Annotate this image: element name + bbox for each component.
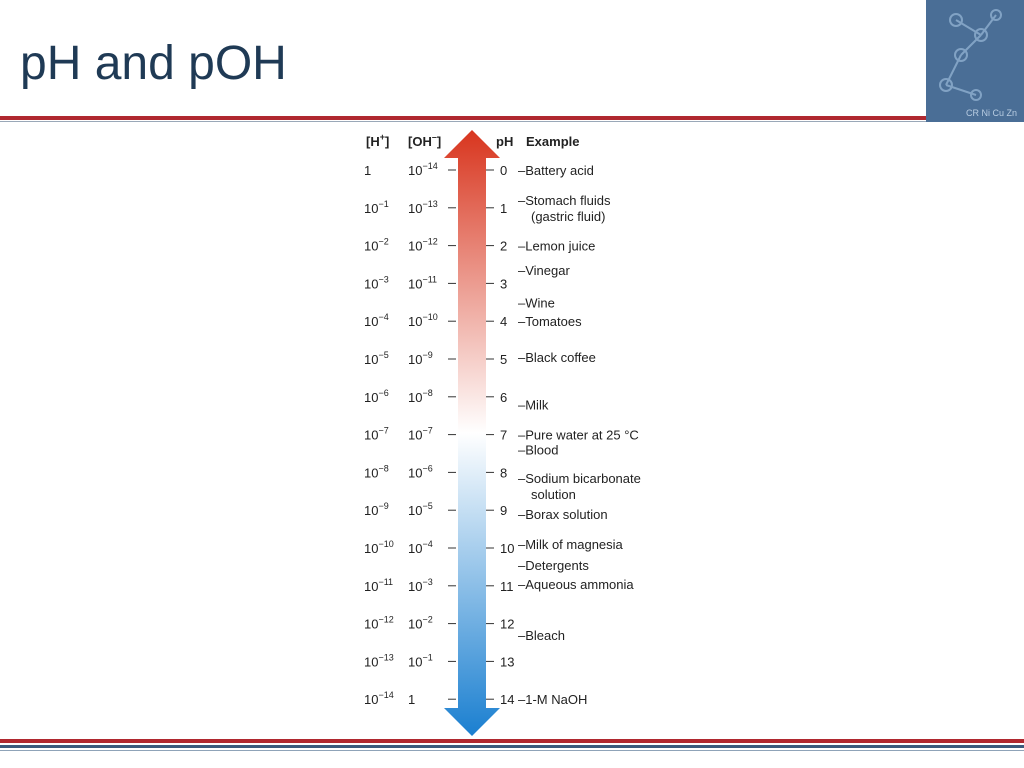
molecule-logo: CR Ni Cu Zn xyxy=(926,0,1024,122)
logo-text: CR Ni Cu Zn xyxy=(966,108,1017,118)
oh-concentration-label: 10−6 xyxy=(408,463,433,480)
slide-title: pH and pOH xyxy=(20,37,287,90)
example-header: Example xyxy=(526,134,579,149)
oh-concentration-label: 10−7 xyxy=(408,426,433,443)
example-label: solution xyxy=(531,487,576,502)
ph-header: pH xyxy=(496,134,513,149)
oh-header: [OH–] xyxy=(408,132,441,149)
example-label: –Borax solution xyxy=(518,507,608,522)
ph-tick-label: 2 xyxy=(500,239,507,254)
example-label: –Stomach fluids xyxy=(518,193,611,208)
oh-concentration-label: 10−2 xyxy=(408,615,433,632)
h-concentration-label: 10−6 xyxy=(364,388,389,405)
example-label: –Milk of magnesia xyxy=(518,537,624,552)
h-concentration-label: 10−10 xyxy=(364,539,394,556)
example-label: –Lemon juice xyxy=(518,239,595,254)
oh-concentration-label: 10−14 xyxy=(408,161,438,178)
h-concentration-label: 10−12 xyxy=(364,615,394,632)
ph-tick-label: 4 xyxy=(500,314,507,329)
example-label: –Battery acid xyxy=(518,163,594,178)
h-concentration-label: 10−7 xyxy=(364,426,389,443)
oh-concentration-label: 10−11 xyxy=(408,274,437,291)
oh-concentration-label: 10−8 xyxy=(408,388,433,405)
example-label: –1-M NaOH xyxy=(518,692,587,707)
oh-concentration-label: 10−9 xyxy=(408,350,433,367)
h-concentration-label: 10−13 xyxy=(364,652,394,669)
h-concentration-label: 10−9 xyxy=(364,501,389,518)
example-label: –Bleach xyxy=(518,628,565,643)
ph-tick-label: 7 xyxy=(500,428,507,443)
oh-concentration-label: 10−12 xyxy=(408,237,438,254)
ph-tick-label: 12 xyxy=(500,617,514,632)
ph-tick-label: 13 xyxy=(500,654,514,669)
ph-tick-label: 14 xyxy=(500,692,514,707)
ph-tick-label: 5 xyxy=(500,352,507,367)
example-label: –Tomatoes xyxy=(518,314,582,329)
ph-gradient-arrow xyxy=(444,130,500,736)
ph-tick-label: 11 xyxy=(500,579,514,594)
ph-tick-label: 6 xyxy=(500,390,507,405)
h-concentration-label: 10−4 xyxy=(364,312,389,329)
h-concentration-label: 10−1 xyxy=(364,199,389,216)
h-concentration-label: 10−11 xyxy=(364,577,393,594)
h-concentration-label: 10−2 xyxy=(364,237,389,254)
example-label: –Milk xyxy=(518,397,549,412)
h-concentration-label: 10−14 xyxy=(364,690,394,707)
ph-tick-label: 10 xyxy=(500,541,514,556)
ph-tick-label: 3 xyxy=(500,276,507,291)
example-label: –Wine xyxy=(518,295,555,310)
footer-rule-thin xyxy=(0,750,1024,751)
title-divider-thin xyxy=(0,121,1024,122)
ph-tick-label: 0 xyxy=(500,163,507,178)
oh-concentration-label: 10−13 xyxy=(408,199,438,216)
example-label: –Blood xyxy=(518,443,558,458)
example-label: –Aqueous ammonia xyxy=(518,577,634,592)
oh-concentration-label: 10−3 xyxy=(408,577,433,594)
example-label: –Black coffee xyxy=(518,350,596,365)
h-concentration-label: 1 xyxy=(364,163,371,178)
example-label: –Detergents xyxy=(518,558,589,573)
example-label: –Sodium bicarbonate xyxy=(518,471,641,486)
example-label: (gastric fluid) xyxy=(531,209,605,224)
oh-concentration-label: 1 xyxy=(408,692,415,707)
oh-concentration-label: 10−4 xyxy=(408,539,433,556)
ph-tick-label: 1 xyxy=(500,201,507,216)
title-divider xyxy=(0,116,1024,120)
h-header: [H+] xyxy=(366,132,389,149)
h-concentration-label: 10−5 xyxy=(364,350,389,367)
h-concentration-label: 10−8 xyxy=(364,463,389,480)
h-concentration-label: 10−3 xyxy=(364,274,389,291)
oh-concentration-label: 10−10 xyxy=(408,312,438,329)
example-label: –Pure water at 25 °C xyxy=(518,428,639,443)
example-label: –Vinegar xyxy=(518,263,570,278)
oh-concentration-label: 10−1 xyxy=(408,652,433,669)
ph-tick-label: 8 xyxy=(500,465,507,480)
footer-rule-blue xyxy=(0,745,1024,748)
ph-tick-label: 9 xyxy=(500,503,507,518)
footer-rule-red xyxy=(0,739,1024,743)
oh-concentration-label: 10−5 xyxy=(408,501,433,518)
